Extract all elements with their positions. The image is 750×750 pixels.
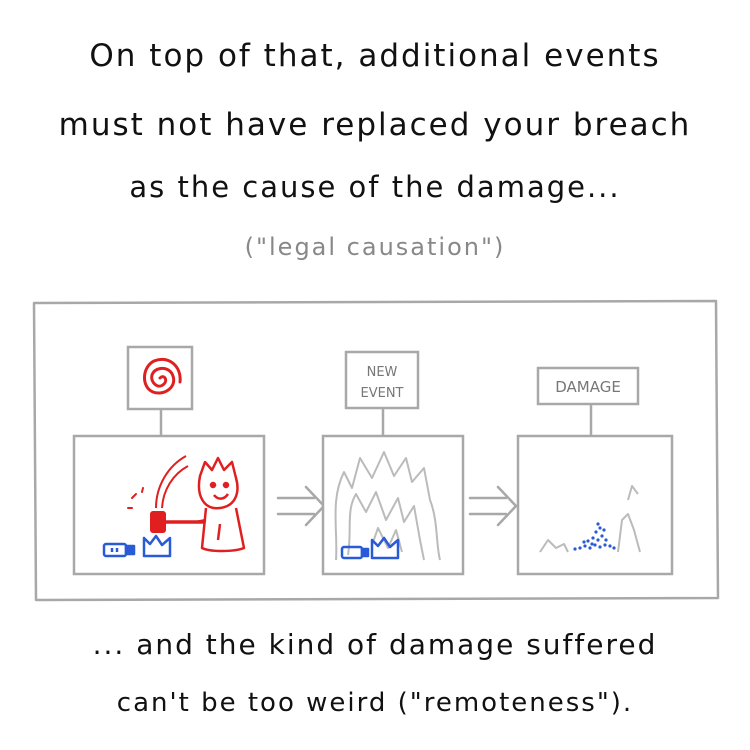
breach-stage <box>72 345 266 576</box>
bottom-line-2: can't be too weird ("remoteness"). <box>116 688 634 718</box>
diagram-frame <box>32 299 720 602</box>
arrow-1 <box>276 485 326 527</box>
new-event-sign-line1: NEW <box>367 365 398 380</box>
heading-line-1: On top of that, additional events <box>89 38 661 74</box>
impact-sparks-icon <box>127 487 144 509</box>
new-event-sign-line2: EVENT <box>361 386 404 401</box>
fire-icon <box>334 451 441 561</box>
spiral-icon <box>143 358 182 395</box>
character-icon <box>195 456 246 553</box>
damage-sign-label: DAMAGE <box>555 378 621 396</box>
damage-sign <box>536 366 640 406</box>
new-event-box <box>321 434 465 576</box>
damage-stage: DAMAGE <box>516 366 674 576</box>
new-event-stage: NEW EVENT <box>321 350 465 576</box>
broken-object-icon <box>102 534 172 558</box>
broken-object-icon <box>340 536 400 560</box>
damage-box <box>516 434 674 576</box>
rubble-icon <box>539 485 641 553</box>
arrow-2 <box>468 485 518 527</box>
heading-line-3: as the cause of the damage... <box>129 170 621 204</box>
swing-motion-lines <box>155 455 187 509</box>
legal-causation-note: ("legal causation") <box>244 233 506 261</box>
bottom-line-1: ... and the kind of damage suffered <box>92 628 658 661</box>
heading-line-2: must not have replaced your breach <box>58 107 692 143</box>
debris-pile-icon <box>573 522 616 551</box>
